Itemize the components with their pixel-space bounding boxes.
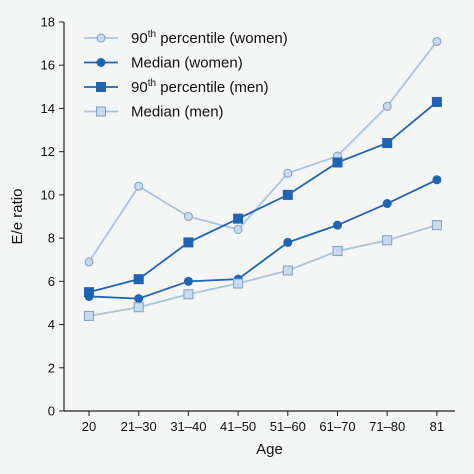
data-point (283, 237, 293, 247)
data-point (332, 246, 343, 257)
legend: 90th percentile (women)Median (women)90t… (84, 29, 288, 121)
legend-label-main: 90 (131, 79, 148, 96)
data-point (233, 224, 243, 234)
legend-label: Median (men) (131, 104, 224, 121)
legend-label-rest: percentile (men) (156, 79, 269, 96)
series-3 (84, 220, 442, 321)
legend-item: 90th percentile (men) (84, 78, 269, 96)
data-point (183, 289, 194, 300)
data-point (382, 138, 393, 149)
x-tick-label: 31–40 (170, 419, 206, 434)
x-tick-label: 81 (430, 419, 444, 434)
data-point (134, 294, 144, 304)
legend-label-sup: th (148, 78, 156, 89)
x-tick-label: 71–80 (369, 419, 405, 434)
x-tick-label: 41–50 (220, 419, 256, 434)
plot-area: 0 2 4 6 8 10 12 14 16 18 20 21–30 31–40 41–50 51–60 61… (41, 15, 455, 434)
data-point (134, 181, 144, 191)
legend-label-main: Median (women) (131, 55, 243, 72)
data-point (183, 237, 194, 248)
x-tick-label: 21–30 (121, 419, 157, 434)
data-point (431, 220, 442, 231)
y-tick-label: 0 (48, 404, 55, 419)
data-point (382, 101, 392, 111)
data-point (84, 310, 94, 321)
data-point (382, 235, 393, 246)
y-tick-label: 12 (41, 144, 55, 159)
data-point (84, 257, 94, 267)
y-tick-label: 14 (41, 101, 55, 116)
legend-label: Median (women) (131, 55, 243, 72)
x-axis-title: Age (256, 441, 283, 458)
y-axis-title: E/e ratio (9, 189, 26, 245)
legend-item: 90th percentile (women) (84, 29, 288, 47)
data-point (332, 157, 343, 168)
data-point (233, 278, 244, 289)
legend-label: 90th percentile (women) (131, 29, 288, 47)
legend-marker (96, 106, 106, 117)
data-point (333, 220, 342, 230)
data-point (133, 274, 144, 285)
data-point (282, 189, 293, 200)
y-tick-label: 6 (48, 274, 55, 289)
y-tick-label: 2 (48, 360, 55, 375)
y-tick-label: 16 (41, 58, 55, 73)
x-tick-label: 20 (82, 419, 96, 434)
series-0 (84, 36, 442, 267)
y-tick-label: 4 (48, 317, 55, 332)
legend-marker (96, 82, 106, 92)
series-2 (84, 96, 442, 298)
series-line (88, 101, 438, 294)
data-point (282, 265, 293, 276)
data-point (133, 302, 144, 313)
data-point (432, 175, 442, 185)
series-line (88, 178, 438, 300)
y-tick-label: 10 (41, 187, 55, 202)
legend-label: 90th percentile (men) (131, 78, 269, 96)
data-point (432, 36, 442, 46)
x-axis-ticks: 20 21–30 31–40 41–50 51–60 61–70 71–80 81 (82, 411, 444, 434)
legend-marker (96, 58, 106, 67)
data-point (382, 199, 392, 209)
series-line (88, 40, 438, 263)
y-tick-label: 18 (41, 15, 55, 30)
y-tick-label: 8 (48, 231, 55, 246)
y-axis-ticks: 0 2 4 6 8 10 12 14 16 18 (41, 15, 64, 419)
data-point (233, 213, 244, 224)
series-line (88, 224, 438, 317)
x-tick-label: 61–70 (319, 419, 355, 434)
data-point (183, 212, 193, 221)
legend-marker (96, 33, 106, 43)
series-layer (84, 36, 442, 321)
legend-label-sup: th (148, 29, 156, 40)
legend-label-rest: percentile (women) (156, 30, 288, 47)
legend-label-main: Median (men) (131, 104, 224, 121)
legend-item: Median (men) (84, 104, 224, 121)
data-point (431, 96, 442, 107)
data-point (183, 276, 193, 286)
legend-label-main: 90 (131, 30, 148, 47)
x-tick-label: 51–60 (270, 419, 306, 434)
data-point (283, 168, 293, 178)
data-point (84, 287, 94, 298)
legend-item: Median (women) (84, 55, 243, 72)
